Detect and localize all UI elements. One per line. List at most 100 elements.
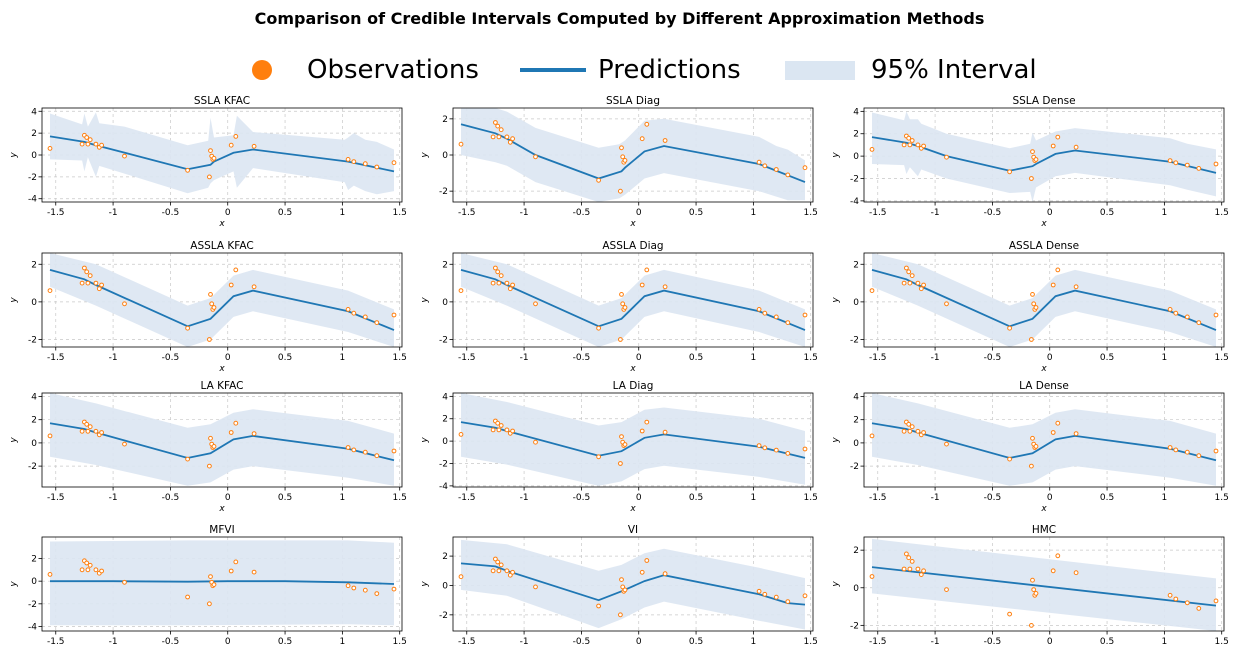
subplot-title: HMC [1032, 524, 1056, 536]
observation-point [345, 445, 351, 450]
observation-point [918, 286, 924, 292]
observation-point [47, 146, 53, 151]
observation-point [185, 167, 191, 173]
observation-point [1196, 606, 1202, 611]
y-tick-label: 2 [442, 415, 448, 425]
subplot-title: LA Dense [1019, 380, 1069, 392]
observation-point [122, 579, 127, 585]
subplot-title: LA KFAC [201, 380, 244, 392]
y-tick-label: -2 [439, 335, 448, 345]
observation-point [869, 147, 875, 152]
subplot-title: MFVI [209, 524, 234, 536]
blue-line-icon [520, 68, 586, 72]
x-tick-label: 1.5 [393, 208, 407, 218]
observation-point [85, 567, 91, 573]
observation-point [207, 174, 212, 180]
observation-point [915, 428, 921, 434]
observation-point [391, 312, 397, 318]
observation-point [1173, 160, 1179, 166]
x-tick-label: -0.5 [162, 353, 180, 363]
observation-point [785, 320, 791, 326]
x-tick-label: 0 [225, 493, 231, 503]
observation-point [802, 446, 808, 452]
interval-band [50, 540, 394, 626]
observation-point [362, 449, 368, 455]
x-axis-label: x [218, 504, 225, 514]
y-tick-label: 2 [442, 115, 448, 125]
x-tick-label: 1 [751, 208, 757, 218]
observation-point [233, 134, 239, 139]
y-tick-label: -2 [850, 175, 859, 185]
subplot-mfvi: -1.5-1-0.500.511.5-4-202MFVIxy [9, 524, 407, 649]
x-tick-label: -1 [931, 637, 940, 647]
y-tick-label: 2 [31, 555, 37, 565]
observation-point [498, 423, 504, 428]
x-tick-label: 1 [1162, 208, 1168, 218]
x-axis-label: x [218, 219, 225, 229]
observation-point [901, 142, 907, 148]
orange-circle-marker-icon [252, 60, 272, 80]
subplot-title: ASSLA Dense [1009, 240, 1079, 252]
interval-band [50, 253, 394, 347]
observation-point [458, 432, 464, 437]
observation-point [351, 310, 357, 316]
observation-point [906, 269, 912, 275]
figure-title: Comparison of Credible Intervals Compute… [254, 9, 985, 28]
y-tick-label: 2 [442, 260, 448, 270]
observation-point [915, 142, 921, 148]
observation-point [619, 434, 624, 440]
observation-point [869, 574, 875, 579]
observation-point [762, 163, 768, 169]
x-tick-label: 1 [340, 493, 346, 503]
x-tick-label: 0.5 [278, 208, 292, 218]
x-tick-label: 0 [1047, 637, 1053, 647]
legend-label-predictions: Predictions [598, 55, 741, 85]
y-axis-label: y [9, 152, 19, 159]
observation-point [1167, 445, 1173, 450]
observation-point [208, 292, 213, 297]
subplot-title: VI [628, 524, 638, 536]
observation-point [209, 301, 215, 307]
observation-point [1033, 591, 1039, 596]
y-axis-label: y [831, 152, 841, 159]
observation-point [99, 568, 104, 574]
observation-point [47, 572, 53, 577]
observation-point [1050, 143, 1056, 149]
x-tick-label: 1.5 [1215, 208, 1229, 218]
observation-point [1050, 430, 1056, 435]
y-tick-label: 2 [853, 546, 859, 556]
x-tick-label: 1.5 [1215, 353, 1229, 363]
observation-point [87, 137, 93, 143]
observation-point [901, 428, 907, 434]
observation-point [96, 286, 102, 292]
observation-point [362, 161, 368, 167]
y-axis-label: y [9, 297, 19, 304]
observation-point [510, 136, 515, 142]
observation-point [1167, 307, 1173, 312]
observation-point [211, 155, 217, 161]
y-tick-label: 2 [853, 416, 859, 426]
x-tick-label: -1 [931, 208, 940, 218]
x-tick-label: -1.5 [47, 637, 65, 647]
observation-point [596, 325, 601, 331]
observation-point [1184, 600, 1190, 606]
observation-point [618, 461, 623, 466]
observation-point [644, 121, 650, 127]
x-tick-label: -1.5 [869, 353, 887, 363]
x-tick-label: -1 [520, 493, 529, 503]
x-tick-label: 0.5 [278, 353, 292, 363]
observation-point [906, 421, 912, 427]
observation-point [85, 280, 91, 286]
x-tick-label: 1 [751, 493, 757, 503]
observation-point [362, 314, 368, 320]
y-tick-label: 2 [442, 552, 448, 562]
observation-point [785, 599, 791, 604]
x-tick-label: -0.5 [162, 208, 180, 218]
subplot-la-kfac: -1.5 -1 -0.5 0 0.5 1 1.5 -2 0 2 4 LA KFAC x y [9, 380, 407, 514]
subplot-ssla-kfac: -1.5 -1 -0.5 0 0.5 1 1.5 -4 -2 0 2 4 SSLA KFAC x y [9, 95, 407, 229]
observation-point [619, 145, 624, 151]
observation-point [351, 585, 357, 591]
observation-point [1031, 301, 1037, 307]
prediction-line [871, 566, 1217, 607]
observation-point [644, 267, 650, 273]
